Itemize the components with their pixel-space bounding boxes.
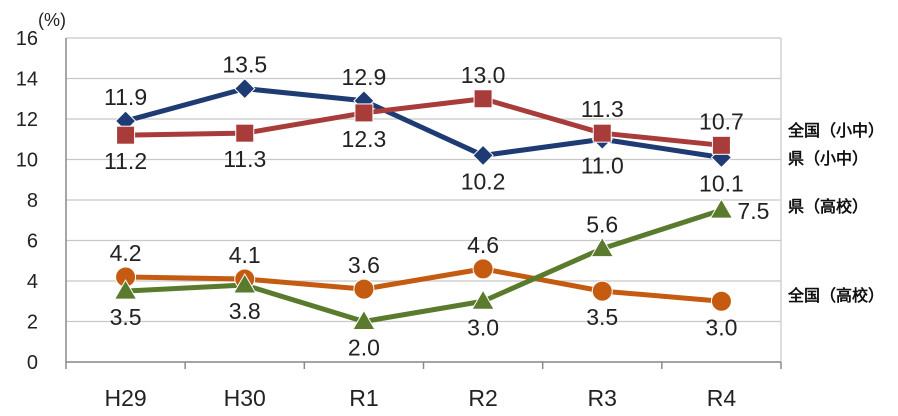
data-label: 3.5 xyxy=(110,304,142,330)
legend-entry: 全国（高校） xyxy=(787,286,884,305)
x-tick-label: H29 xyxy=(104,385,146,411)
data-label: 3.0 xyxy=(705,314,737,340)
data-point xyxy=(709,198,734,219)
data-label: 3.8 xyxy=(229,298,261,324)
data-labels: 11.9 13.5 12.9 10.2 11.0 10.1 11.2 11.3 12.3 13.0… xyxy=(104,52,769,361)
x-tick-label: R1 xyxy=(349,385,378,411)
y-tick-label: 6 xyxy=(27,231,38,253)
data-point xyxy=(711,135,731,155)
data-label: 11.0 xyxy=(581,152,624,178)
legend-entry: 県（高校） xyxy=(788,197,868,216)
data-point xyxy=(591,280,613,302)
y-axis-unit: (%) xyxy=(38,10,66,30)
legend: 県（小中） 全国（小中） 全国（高校） 県（高校） xyxy=(787,121,884,305)
data-label: 11.2 xyxy=(104,148,147,174)
y-tick-label: 16 xyxy=(16,28,38,50)
x-axis-ticks: H29 H30 R1 R2 R3 R4 xyxy=(65,362,782,411)
y-tick-label: 8 xyxy=(27,190,38,212)
data-point xyxy=(590,236,615,258)
data-point xyxy=(354,103,374,123)
x-tick-label: H30 xyxy=(224,385,266,411)
legend-entry: 県（小中） xyxy=(788,149,868,168)
y-tick-label: 14 xyxy=(16,69,38,91)
series-line xyxy=(125,207,723,324)
legend-entry: 全国（小中） xyxy=(787,121,884,140)
data-label: 3.6 xyxy=(348,252,380,278)
data-point xyxy=(113,279,138,300)
series-line xyxy=(125,266,722,304)
data-point xyxy=(234,77,256,100)
data-label: 13.0 xyxy=(461,62,506,88)
data-label: 13.5 xyxy=(222,52,267,78)
data-label: 2.0 xyxy=(348,335,380,361)
series-line xyxy=(125,96,722,148)
x-tick-label: R3 xyxy=(588,385,617,411)
x-tick-label: R4 xyxy=(707,385,737,411)
y-tick-label: 2 xyxy=(27,312,38,334)
data-point xyxy=(232,273,257,294)
data-label: 11.9 xyxy=(104,84,147,110)
data-point xyxy=(471,289,495,310)
data-label: 12.9 xyxy=(342,64,387,90)
y-axis-ticks: 0 2 4 6 8 10 12 14 16 xyxy=(16,28,38,374)
data-label: 4.6 xyxy=(467,232,499,258)
data-label: 3.5 xyxy=(586,304,618,330)
series-lines xyxy=(124,86,723,324)
y-tick-label: 0 xyxy=(27,352,38,374)
data-point xyxy=(352,309,376,330)
x-tick-label: R2 xyxy=(468,385,497,411)
data-label: 10.2 xyxy=(461,168,506,194)
data-label: 7.5 xyxy=(737,198,769,224)
data-point xyxy=(116,125,136,145)
data-label: 4.2 xyxy=(110,240,142,266)
series-line xyxy=(124,86,722,160)
data-label: 5.6 xyxy=(586,212,618,238)
data-label: 3.0 xyxy=(467,314,499,340)
data-label: 11.3 xyxy=(581,96,624,122)
y-tick-label: 12 xyxy=(16,109,38,131)
data-point xyxy=(353,278,375,300)
data-label: 10.7 xyxy=(699,108,744,134)
data-point xyxy=(235,123,255,143)
y-tick-label: 4 xyxy=(27,271,38,293)
data-label: 11.3 xyxy=(223,146,266,172)
data-point xyxy=(473,89,493,109)
data-point xyxy=(472,144,494,167)
data-point xyxy=(592,123,612,143)
data-label: 12.3 xyxy=(342,126,387,152)
data-point xyxy=(472,258,494,280)
series-markers xyxy=(113,77,734,330)
data-label: 4.1 xyxy=(229,242,261,268)
data-point xyxy=(710,290,732,312)
y-tick-label: 10 xyxy=(16,150,38,172)
data-label: 10.1 xyxy=(699,170,744,196)
